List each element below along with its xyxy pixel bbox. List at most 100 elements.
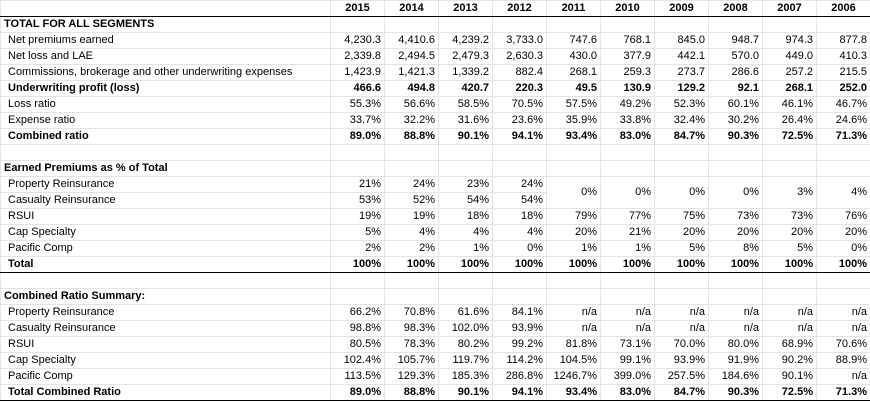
empty-cell [438, 16, 493, 33]
value-cell: 377.9 [600, 48, 655, 65]
value-cell: 18% [492, 208, 547, 225]
value-cell: n/a [546, 304, 601, 321]
empty-cell [492, 16, 547, 33]
empty-cell [438, 144, 493, 161]
value-cell: 494.8 [384, 80, 439, 97]
empty-cell [708, 272, 763, 289]
value-cell: 974.3 [762, 32, 817, 49]
row-label: Pacific Comp [0, 240, 331, 257]
value-cell: 21% [600, 224, 655, 241]
value-cell: 286.8% [492, 368, 547, 385]
value-cell: 286.6 [708, 64, 763, 81]
value-cell: 430.0 [546, 48, 601, 65]
value-cell: 21% [330, 176, 385, 193]
data-row: RSUI 19% 19% 18% 18% 79% 77% 75% 73% 73% 76% [0, 208, 870, 225]
value-cell: 24% [384, 176, 439, 193]
empty-cell [330, 144, 385, 161]
value-cell: 129.2 [654, 80, 709, 97]
value-cell: n/a [654, 320, 709, 337]
empty-cell [546, 272, 601, 289]
value-cell: 73% [708, 208, 763, 225]
empty-cell [816, 272, 870, 289]
value-cell: 1,339.2 [438, 64, 493, 81]
value-cell: 55.3% [330, 96, 385, 113]
value-cell: 4,410.6 [384, 32, 439, 49]
year-header: 2007 [762, 0, 817, 17]
value-cell: 4% [438, 224, 493, 241]
empty-cell [708, 144, 763, 161]
empty-cell [708, 16, 763, 33]
value-cell: 268.1 [762, 80, 817, 97]
header-row: 2015 2014 2013 2012 2011 2010 2009 2008 2007 2006 [0, 0, 870, 17]
value-cell: 442.1 [654, 48, 709, 65]
year-header: 2013 [438, 0, 493, 17]
value-cell: 90.3% [708, 384, 763, 401]
value-cell: 49.2% [600, 96, 655, 113]
empty-cell [546, 288, 601, 305]
row-label: Loss ratio [0, 96, 331, 113]
value-cell: n/a [546, 320, 601, 337]
value-cell: 570.0 [708, 48, 763, 65]
value-cell: 3,733.0 [492, 32, 547, 49]
value-cell: n/a [600, 304, 655, 321]
row-label: Combined ratio [0, 128, 331, 145]
value-cell: 747.6 [546, 32, 601, 49]
value-cell: 30.2% [708, 112, 763, 129]
value-cell: 61.6% [438, 304, 493, 321]
value-cell: 80.0% [708, 336, 763, 353]
value-cell: 102.4% [330, 352, 385, 369]
value-cell: 129.3% [384, 368, 439, 385]
value-cell: 56.6% [384, 96, 439, 113]
value-cell: 2% [384, 240, 439, 257]
data-row: Expense ratio 33.7% 32.2% 31.6% 23.6% 35.9% 33… [0, 112, 870, 129]
value-cell: 0% [600, 176, 655, 209]
value-cell: 2% [330, 240, 385, 257]
empty-cell [384, 272, 439, 289]
value-cell: 88.9% [816, 352, 870, 369]
section-title: Combined Ratio Summary: [0, 288, 331, 305]
value-cell: 60.1% [708, 96, 763, 113]
value-cell: 33.8% [600, 112, 655, 129]
value-cell: 72.5% [762, 384, 817, 401]
row-label: Cap Specialty [0, 352, 331, 369]
value-cell: 66.2% [330, 304, 385, 321]
value-cell: 100% [600, 256, 655, 273]
empty-cell [816, 144, 870, 161]
value-cell: n/a [762, 304, 817, 321]
value-cell: 948.7 [708, 32, 763, 49]
value-cell: 100% [654, 256, 709, 273]
value-cell: 70.5% [492, 96, 547, 113]
value-cell: 100% [438, 256, 493, 273]
empty-cell [384, 144, 439, 161]
empty-cell [600, 144, 655, 161]
value-cell: 91.9% [708, 352, 763, 369]
value-cell: 100% [762, 256, 817, 273]
value-cell: 105.7% [384, 352, 439, 369]
row-label: RSUI [0, 336, 331, 353]
value-cell: 70.6% [816, 336, 870, 353]
empty-cell [492, 160, 547, 177]
empty-cell [546, 16, 601, 33]
value-cell: 20% [708, 224, 763, 241]
value-cell: n/a [762, 320, 817, 337]
data-row: Combined ratio 89.0% 88.8% 90.1% 94.1% 93.4% 8… [0, 128, 870, 145]
value-cell: 89.0% [330, 384, 385, 401]
value-cell: n/a [708, 304, 763, 321]
value-cell: 90.3% [708, 128, 763, 145]
value-cell: 104.5% [546, 352, 601, 369]
value-cell: 410.3 [816, 48, 870, 65]
value-cell: 20% [762, 224, 817, 241]
value-cell: n/a [654, 304, 709, 321]
value-cell: 99.2% [492, 336, 547, 353]
value-cell: 33.7% [330, 112, 385, 129]
value-cell: 185.3% [438, 368, 493, 385]
value-cell: 90.1% [438, 128, 493, 145]
value-cell: n/a [816, 320, 870, 337]
spacer-row [0, 144, 870, 161]
value-cell: 77% [600, 208, 655, 225]
data-row: Total Combined Ratio 89.0% 88.8% 90.1% 94.1%… [0, 384, 870, 401]
empty-cell [330, 160, 385, 177]
empty-cell [492, 288, 547, 305]
value-cell: 73% [762, 208, 817, 225]
